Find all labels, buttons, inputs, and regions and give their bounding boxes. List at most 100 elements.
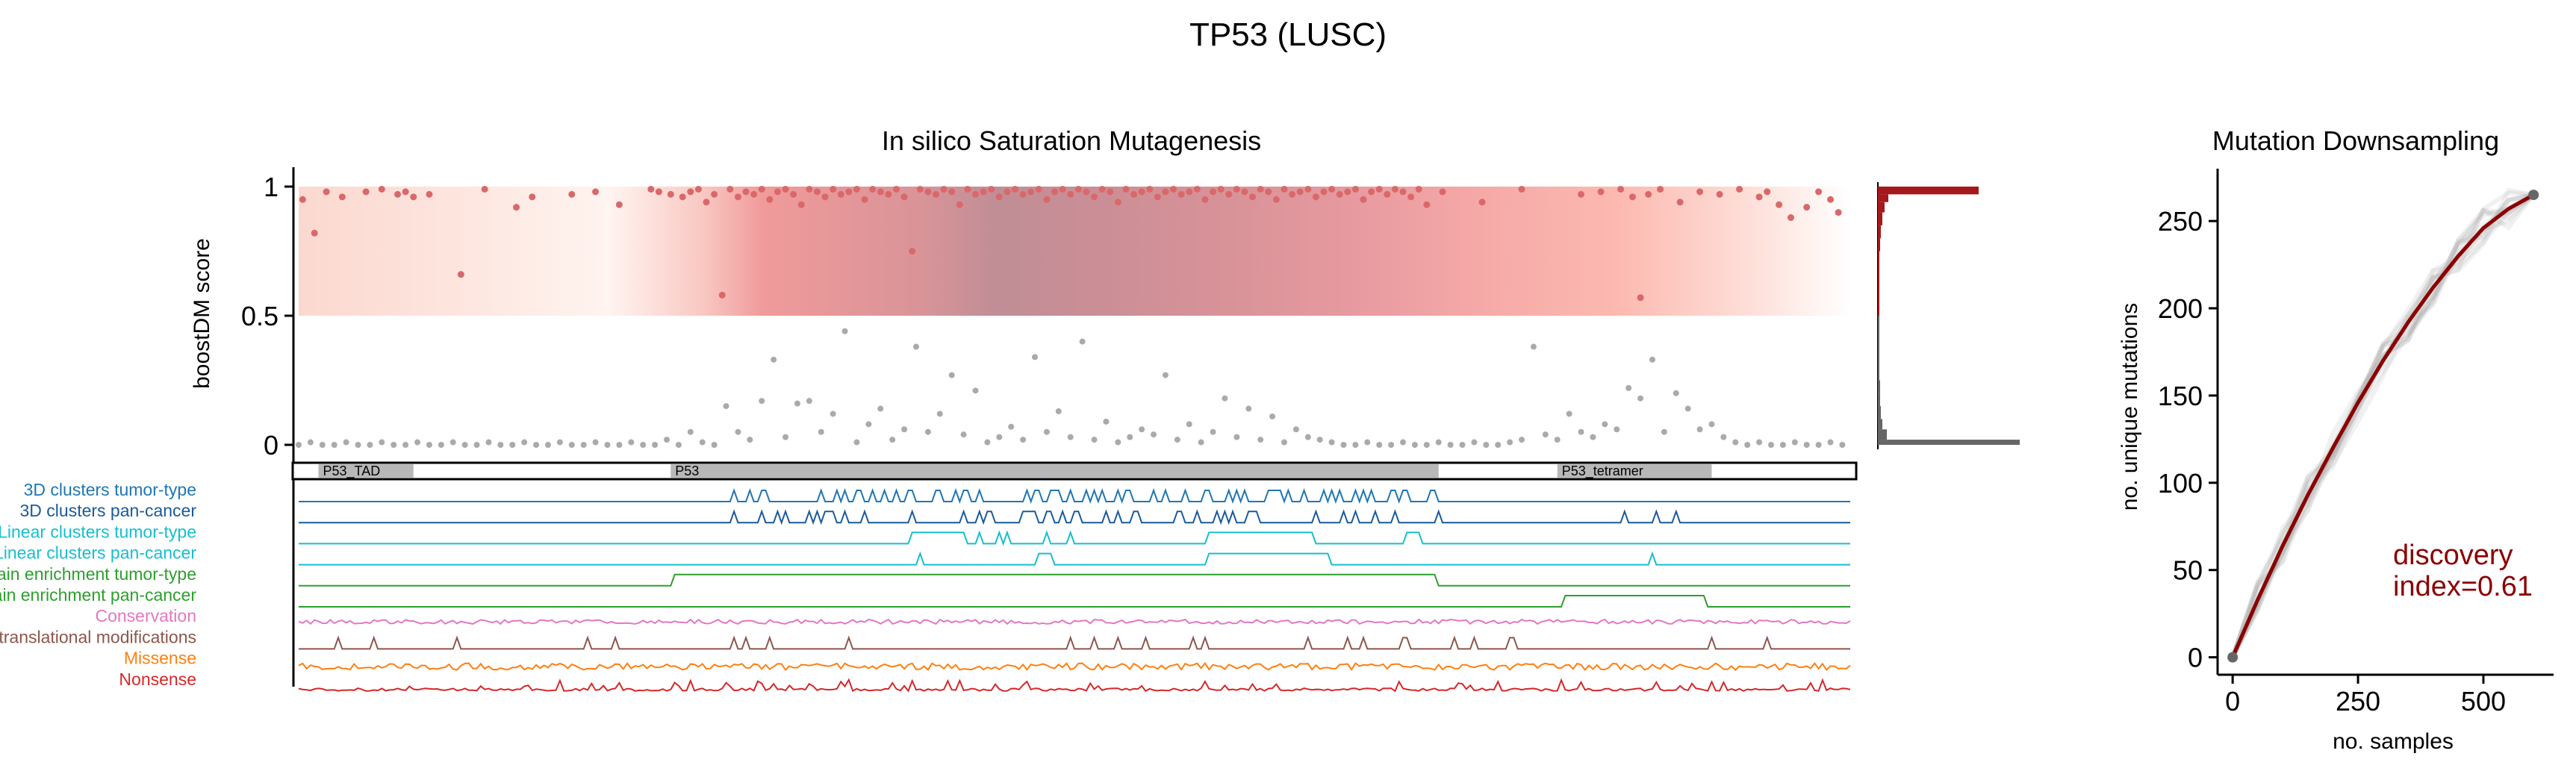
passenger-point <box>1625 384 1632 391</box>
passenger-point <box>449 439 456 446</box>
passenger-point <box>1696 426 1703 433</box>
driver-point <box>655 188 662 196</box>
passenger-point <box>391 442 397 448</box>
driver-point <box>1578 190 1585 198</box>
passenger-point <box>723 403 729 410</box>
domain-label: P53_tetramer <box>1562 464 1643 479</box>
driver-point <box>1170 185 1177 193</box>
driver-point <box>1067 190 1074 198</box>
driver-point <box>1201 196 1209 203</box>
driver-point <box>1375 185 1383 193</box>
passenger-point <box>960 431 967 438</box>
passenger-point <box>948 372 955 378</box>
driver-point <box>1439 188 1446 196</box>
driver-point <box>1051 188 1058 196</box>
passenger-point <box>319 442 326 448</box>
passenger-point <box>889 437 896 443</box>
passenger-point <box>1566 411 1572 417</box>
passenger-point <box>901 426 908 433</box>
passenger-point <box>1471 439 1478 446</box>
passenger-point <box>1257 437 1264 443</box>
driver-point <box>980 188 987 196</box>
driver-point <box>1597 188 1605 196</box>
domain-block <box>318 464 414 478</box>
feature-track-label: Domain enrichment pan-cancer <box>0 585 196 605</box>
domain-label: P53_TAD <box>323 464 381 479</box>
passenger-point <box>1720 434 1727 440</box>
driver-point <box>742 188 750 196</box>
driver-point <box>1617 185 1625 193</box>
figure-title: TP53 (LUSC) <box>1189 16 1387 53</box>
driver-point <box>529 193 536 201</box>
histogram-bar <box>1878 440 2020 445</box>
passenger-point <box>652 442 659 448</box>
passenger-point <box>473 442 480 448</box>
driver-point <box>892 185 900 193</box>
driver-point <box>1083 188 1090 196</box>
histogram-bar <box>1878 302 1879 316</box>
passenger-point <box>1803 442 1810 448</box>
downsampling-run <box>2230 193 2534 658</box>
passenger-point <box>1174 437 1180 443</box>
driver-point <box>426 190 433 198</box>
passenger-point <box>296 442 302 448</box>
passenger-point <box>1590 434 1596 440</box>
driver-point <box>797 201 805 208</box>
histogram-bar <box>1878 202 1885 213</box>
feature-track-label: Linear clusters tumor-type <box>0 522 196 541</box>
feature-track-line <box>299 530 1850 546</box>
driver-point <box>1114 199 1121 206</box>
y-tick-label: 250 <box>2158 206 2203 237</box>
feature-track-label: Missense <box>124 649 196 668</box>
annotation-line: discovery <box>2393 540 2513 571</box>
driver-point <box>1265 188 1272 196</box>
driver-point <box>830 185 837 193</box>
passenger-point <box>1495 442 1502 448</box>
driver-point <box>782 185 789 193</box>
passenger-point <box>1198 439 1204 446</box>
driver-point <box>323 188 330 196</box>
passenger-point <box>461 442 468 448</box>
driver-point <box>1186 188 1193 196</box>
driver-point <box>1193 185 1201 193</box>
driver-point <box>615 201 623 208</box>
driver-point <box>647 185 655 193</box>
driver-point <box>1289 190 1296 198</box>
driver-point <box>338 193 346 201</box>
passenger-point <box>1162 372 1169 378</box>
histogram-bar <box>1878 406 1881 419</box>
passenger-point <box>1103 418 1110 425</box>
driver-point <box>1162 188 1169 196</box>
passenger-point <box>640 442 647 448</box>
driver-point <box>457 271 464 278</box>
saturation-plot: 0 0.5 1 P53_TAD P53 P53_tetramer 3D clusters t… <box>0 167 1858 693</box>
driver-point <box>1304 185 1312 193</box>
passenger-point <box>1091 437 1098 443</box>
passenger-point <box>1281 439 1287 446</box>
downsampling-run <box>2230 190 2534 658</box>
driver-point <box>1091 193 1098 201</box>
driver-point <box>1645 190 1652 198</box>
passenger-point <box>1411 442 1418 448</box>
passenger-point <box>1222 395 1228 402</box>
histogram-bar <box>1878 316 1879 329</box>
driver-point <box>1241 188 1248 196</box>
downsampling-run <box>2230 193 2534 658</box>
histogram-bar <box>1878 187 1979 195</box>
driver-point <box>1384 190 1391 198</box>
passenger-point <box>865 421 872 428</box>
passenger-point <box>1127 434 1133 440</box>
driver-point <box>402 188 409 196</box>
y-tick-label: 100 <box>2158 468 2203 499</box>
driver-point <box>1004 188 1011 196</box>
driver-point <box>1210 188 1217 196</box>
passenger-point <box>1423 442 1430 448</box>
passenger-point <box>1210 428 1216 435</box>
driver-point <box>1107 188 1114 196</box>
driver-point <box>932 190 939 198</box>
y-tick-label: 200 <box>2158 293 2203 324</box>
passenger-point <box>1756 439 1763 446</box>
passenger-point <box>1292 426 1299 433</box>
passenger-point <box>1708 421 1715 428</box>
